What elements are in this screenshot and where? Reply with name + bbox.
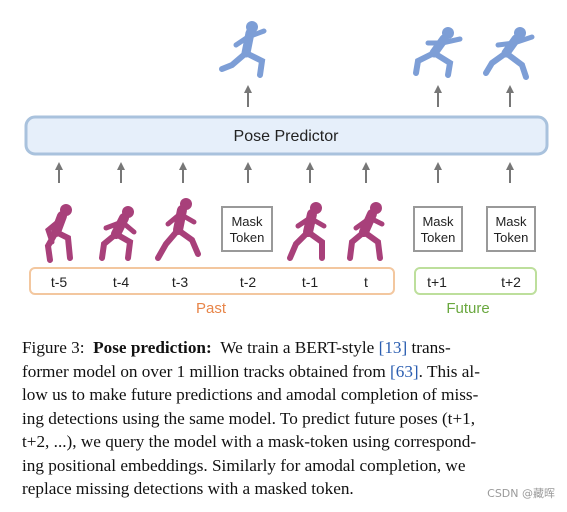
caption-figure-label: Figure 3: [22, 338, 85, 357]
input-pose-figure-t-5 [44, 204, 73, 263]
caption-text: trans- [411, 338, 451, 357]
output-pose-figure-t+2 [483, 27, 535, 80]
figure-caption: Figure 3: Pose prediction: We train a BE… [22, 336, 550, 501]
caption-line-3: low us to make future predictions and am… [22, 385, 479, 404]
pose-predictor-box [24, 115, 549, 156]
timestep-label-t-4: t-4 [113, 274, 130, 290]
caption-line-6: ing positional embeddings. Similarly for… [22, 455, 466, 475]
mask-token-line2: Token [494, 230, 529, 245]
mask-token-t-2: Mask Token [221, 206, 273, 252]
mask-token-t+1: Mask Token [413, 206, 463, 252]
input-pose-figure-t [347, 202, 385, 261]
future-label: Future [446, 300, 489, 317]
timestep-label-t-2: t-2 [240, 274, 257, 290]
timestep-label-t-1: t-1 [302, 274, 319, 290]
timestep-label-t: t [364, 274, 368, 290]
caption-line-7: replace missing detections with a masked… [22, 479, 354, 498]
input-pose-figure-t-3 [155, 198, 201, 261]
citation-link-63[interactable]: [63] [390, 361, 419, 381]
past-bracket [29, 267, 395, 295]
input-pose-figure-t-4 [99, 206, 137, 261]
mask-token-line2: Token [230, 230, 265, 245]
mask-token-t+2: Mask Token [486, 206, 536, 252]
input-pose-figure-t-1 [287, 202, 327, 261]
timestep-label-t+1: t+1 [427, 274, 447, 290]
caption-title: Pose prediction: [93, 338, 212, 357]
caption-text: . This al- [418, 361, 480, 381]
mask-token-line1: Mask [231, 214, 263, 229]
timestep-label-t-5: t-5 [51, 274, 68, 290]
timestep-label-t-3: t-3 [172, 274, 189, 290]
citation-link-13[interactable]: [13] [378, 338, 408, 357]
csdn-watermark: CSDN @藏晖 [487, 487, 555, 500]
mask-token-line1: Mask [422, 214, 454, 229]
caption-line-1: Figure 3: Pose prediction: We train a BE… [22, 336, 550, 360]
pose-predictor-label: Pose Predictor [234, 128, 340, 145]
output-pose-figure-t-2 [219, 21, 267, 78]
caption-text: We train a BERT-style [220, 338, 375, 357]
output-pose-figure-t+1 [413, 27, 463, 78]
mask-token-line1: Mask [495, 214, 527, 229]
caption-line-2: former model on over 1 million tracks ob… [22, 360, 550, 384]
future-bracket [414, 267, 537, 295]
past-label: Past [196, 300, 227, 317]
caption-line-5: t+2, ...), we query the model with a mas… [22, 432, 477, 451]
caption-text: former model on over 1 million tracks ob… [22, 361, 386, 381]
caption-line-4: ing detections using the same model. To … [22, 408, 476, 428]
timestep-label-t+2: t+2 [501, 274, 521, 290]
mask-token-line2: Token [421, 230, 456, 245]
pose-prediction-figure: Pose Predictor [24, 21, 549, 317]
